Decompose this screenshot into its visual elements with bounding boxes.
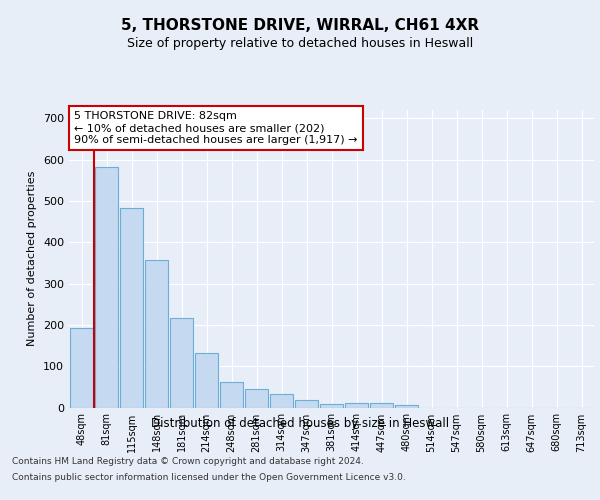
Text: 5 THORSTONE DRIVE: 82sqm
← 10% of detached houses are smaller (202)
90% of semi-: 5 THORSTONE DRIVE: 82sqm ← 10% of detach… <box>74 112 358 144</box>
Bar <box>145 260 169 408</box>
Bar <box>95 166 118 408</box>
Text: Distribution of detached houses by size in Heswall: Distribution of detached houses by size … <box>151 418 449 430</box>
Bar <box>295 400 319 407</box>
Bar <box>370 403 394 407</box>
Text: Contains HM Land Registry data © Crown copyright and database right 2024.: Contains HM Land Registry data © Crown c… <box>12 458 364 466</box>
Bar <box>395 404 418 407</box>
Bar <box>119 208 143 408</box>
Text: Size of property relative to detached houses in Heswall: Size of property relative to detached ho… <box>127 38 473 51</box>
Bar <box>245 390 268 407</box>
Bar <box>70 328 94 407</box>
Y-axis label: Number of detached properties: Number of detached properties <box>28 171 37 346</box>
Bar <box>269 394 293 407</box>
Bar <box>194 353 218 408</box>
Text: Contains public sector information licensed under the Open Government Licence v3: Contains public sector information licen… <box>12 472 406 482</box>
Bar <box>344 403 368 407</box>
Bar <box>220 382 244 407</box>
Bar <box>320 404 343 407</box>
Text: 5, THORSTONE DRIVE, WIRRAL, CH61 4XR: 5, THORSTONE DRIVE, WIRRAL, CH61 4XR <box>121 18 479 32</box>
Bar <box>170 318 193 408</box>
